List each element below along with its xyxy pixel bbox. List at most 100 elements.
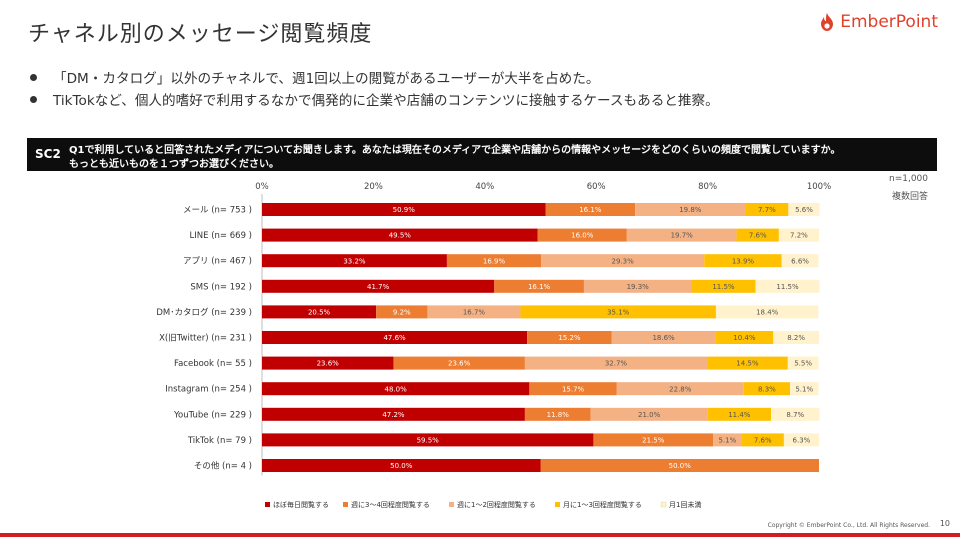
data-label: 19.8%	[679, 206, 702, 214]
bar-segment	[715, 331, 774, 344]
page-number: 10	[939, 519, 950, 528]
bar-segment	[788, 203, 820, 216]
flame-icon	[821, 13, 834, 31]
legend-swatch	[265, 502, 270, 507]
question-banner: SC2 Q1で利用していると回答されたメディアについてお聞きします。あなたは現在…	[27, 138, 937, 171]
x-tick-label: 0%	[255, 182, 269, 192]
bar-segment	[494, 279, 584, 293]
bar-segment	[262, 203, 546, 216]
data-label: 11.5%	[776, 283, 799, 291]
data-label: 23.6%	[317, 360, 340, 368]
bar-segment	[778, 228, 819, 242]
legend-label: 週に3～4回程度閲覧する	[351, 500, 430, 509]
data-label: 23.6%	[448, 360, 471, 368]
data-label: 16.1%	[579, 206, 602, 214]
footer-rule	[0, 533, 960, 537]
category-label: その他 (n= 4 )	[194, 461, 252, 472]
bar-segment	[635, 203, 746, 216]
bullet-text: 「DM・カタログ」以外のチャネルで、週1回以上の閲覧があるユーザーが大半を占めた…	[53, 71, 600, 87]
data-label: 7.7%	[758, 206, 776, 214]
data-label: 19.7%	[671, 232, 694, 240]
bar-segment	[773, 331, 819, 344]
bar-segment	[783, 433, 819, 447]
question-text-line2: もっとも近いものを１つずつお選びください。	[69, 159, 279, 170]
x-tick-label: 40%	[475, 182, 494, 192]
multi-answer-note: 複数回答	[891, 192, 928, 202]
data-label: 8.7%	[786, 411, 804, 419]
legend-label: 週に1～2回程度閲覧する	[457, 500, 536, 509]
legend-label: 月1回未満	[669, 500, 701, 509]
bar-segment	[755, 279, 820, 293]
data-label: 50.9%	[393, 206, 416, 214]
bullet-text: TikTokなど、個人的嗜好で利用するなかで偶発的に企業や店舗のコンテンツに接触…	[53, 93, 719, 109]
category-label: YouTube (n= 229 )	[173, 410, 252, 420]
legend-label: ほぼ毎日閲覧する	[273, 500, 329, 509]
x-tick-label: 20%	[364, 182, 383, 192]
legend-swatch	[449, 502, 454, 507]
bar-segment	[626, 228, 737, 242]
bar-segment	[691, 279, 756, 293]
bar-segment	[541, 254, 705, 268]
bar-segment	[736, 228, 779, 242]
data-label: 16.1%	[528, 283, 551, 291]
bar-segment	[527, 331, 612, 344]
bar-segment	[790, 382, 819, 396]
bar-segment	[745, 203, 789, 216]
data-label: 22.8%	[669, 385, 692, 393]
data-label: 8.3%	[758, 385, 776, 393]
bar-segment	[262, 459, 541, 472]
copyright: Copyright © EmberPoint Co., Ltd. All Rig…	[767, 522, 930, 529]
bar-segment	[741, 433, 784, 447]
bar-segment	[704, 254, 782, 268]
data-label: 16.9%	[483, 257, 506, 265]
data-label: 33.2%	[343, 257, 366, 265]
data-label: 7.2%	[790, 232, 808, 240]
data-label: 20.5%	[308, 309, 331, 317]
category-label: SMS (n= 192 )	[190, 282, 252, 292]
x-tick-label: 60%	[587, 182, 606, 192]
question-text-line1: Q1で利用していると回答されたメディアについてお聞きします。あなたは現在そのメデ…	[69, 145, 841, 156]
data-label: 14.5%	[736, 360, 759, 368]
bar-segment	[524, 356, 708, 370]
bar-segment	[540, 459, 819, 472]
data-label: 13.9%	[732, 257, 755, 265]
category-label: LINE (n= 669 )	[190, 231, 252, 241]
data-label: 16.0%	[571, 232, 594, 240]
category-label: Instagram (n= 254 )	[165, 385, 252, 395]
data-label: 11.8%	[547, 411, 570, 419]
bar-segment	[743, 382, 791, 396]
bar-segment	[262, 433, 594, 447]
bar-segment	[524, 407, 591, 421]
bar-segment	[262, 305, 377, 319]
data-label: 49.5%	[389, 232, 412, 240]
data-label: 35.1%	[607, 309, 630, 317]
sample-size-note: n=1,000	[888, 174, 928, 184]
bar-segment	[262, 356, 394, 370]
page-title: チャネル別のメッセージ閲覧頻度	[28, 22, 373, 47]
bar-segment	[707, 407, 772, 421]
bullet-dot-icon	[30, 95, 37, 103]
question-code: SC2	[35, 147, 61, 161]
bar-segment	[787, 356, 819, 370]
data-label: 29.3%	[612, 257, 635, 265]
bar-segment	[446, 254, 542, 268]
category-label: アプリ (n= 467 )	[183, 257, 252, 267]
data-label: 8.2%	[787, 334, 805, 342]
data-label: 5.1%	[795, 385, 813, 393]
data-label: 7.6%	[749, 232, 767, 240]
data-label: 50.0%	[669, 462, 692, 470]
data-label: 11.5%	[712, 283, 735, 291]
bar-segment	[262, 228, 538, 242]
data-label: 5.1%	[718, 437, 736, 445]
bullet-dot-icon	[30, 73, 37, 81]
data-label: 48.0%	[385, 385, 408, 393]
x-tick-label: 100%	[807, 182, 831, 192]
summary-bullets: 「DM・カタログ」以外のチャネルで、週1回以上の閲覧があるユーザーが大半を占めた…	[30, 66, 719, 110]
data-label: 18.4%	[756, 309, 779, 317]
data-label: 15.2%	[558, 334, 581, 342]
bar-segment	[393, 356, 525, 370]
legend-swatch	[660, 501, 667, 508]
data-label: 18.6%	[652, 334, 675, 342]
data-label: 7.6%	[754, 437, 772, 445]
bar-segment	[529, 382, 617, 396]
